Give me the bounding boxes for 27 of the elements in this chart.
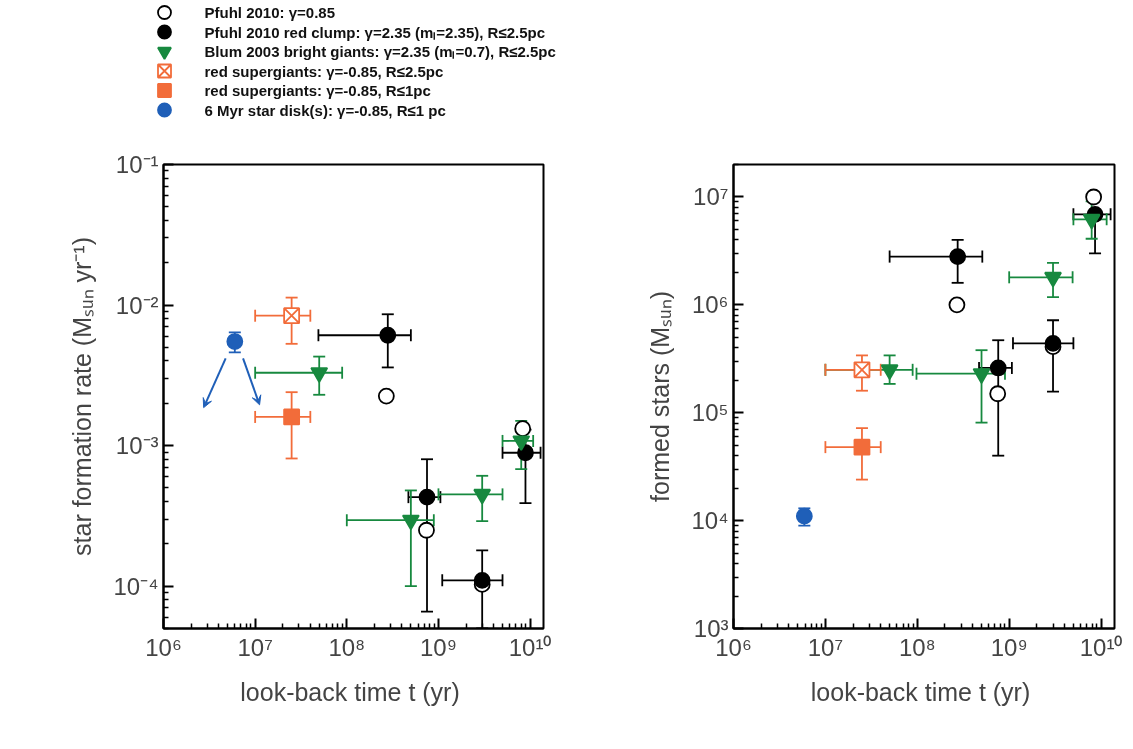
legend-label: Pfuhl 2010: γ=0.85 xyxy=(204,4,335,21)
y-tick-label: 10⁷ xyxy=(693,183,729,211)
x-axis-title: look-back time t (yr) xyxy=(240,677,460,706)
x-tick-label: 10⁷ xyxy=(237,633,273,661)
x-tick-label: 10⁷ xyxy=(807,633,844,661)
legend-label: red supergiants: γ=-0.85, R≤2.5pc xyxy=(204,62,444,80)
y-axis-title: formed stars (Mₛᵤₙ) xyxy=(646,291,675,502)
y-tick-label: 10⁻³ xyxy=(115,432,159,460)
y-tick-label: 10⁻² xyxy=(115,291,159,319)
y-tick-label: 10⁵ xyxy=(691,399,729,427)
legend-label: 6 Myr star disk(s): γ=-0.85, R≤1 pc xyxy=(204,101,446,119)
x-tick-label: 10⁹ xyxy=(419,633,457,661)
y-tick-label: 10⁴ xyxy=(691,507,729,535)
legend-label: Blum 2003 bright giants: γ=2.35 (mₗ=0.7), R≤2.5pc xyxy=(204,43,556,60)
x-tick-label: 10¹⁰ xyxy=(508,633,552,661)
x-tick-label: 10⁸ xyxy=(898,633,936,661)
y-tick-label: 10⁻⁴ xyxy=(113,572,159,600)
x-tick-label: 10⁹ xyxy=(990,633,1028,661)
y-tick-label: 10⁻¹ xyxy=(115,151,159,178)
x-axis-title: look-back time t (yr) xyxy=(810,677,1031,706)
y-tick-label: 10⁶ xyxy=(691,291,729,319)
legend-label: red supergiants: γ=-0.85, R≤1pc xyxy=(204,82,431,99)
x-tick-label: 10⁶ xyxy=(145,633,182,661)
legend-label: Pfuhl 2010 red clump: γ=2.35 (mₗ=2.35), R≤2.5pc xyxy=(204,23,546,41)
x-tick-label: 10⁸ xyxy=(328,633,366,661)
y-axis-title: star formation rate (Mₛᵤₙ yr⁻¹) xyxy=(68,237,97,556)
x-tick-label: 10¹⁰ xyxy=(1079,633,1123,661)
